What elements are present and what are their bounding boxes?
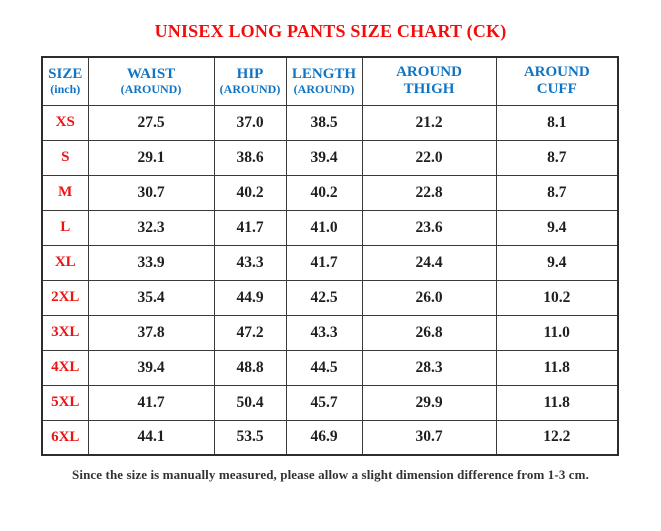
value-cell: 11.8	[495, 349, 619, 386]
value-cell: 8.7	[495, 174, 619, 211]
size-cell: S	[41, 139, 89, 176]
table-row: 6XL 44.1 53.5 46.9 30.7 12.2	[41, 419, 619, 456]
value-cell: 44.5	[285, 349, 363, 386]
value-cell: 10.2	[495, 279, 619, 316]
table-row: M 30.7 40.2 40.2 22.8 8.7	[41, 174, 619, 211]
value-cell: 38.6	[213, 139, 287, 176]
column-label: LENGTH	[291, 66, 357, 83]
size-chart-table: SIZE (inch) WAIST (AROUND) HIP (AROUND) …	[41, 56, 619, 456]
value-cell: 42.5	[285, 279, 363, 316]
size-cell: 6XL	[41, 419, 89, 456]
table-row: 3XL 37.8 47.2 43.3 26.8 11.0	[41, 314, 619, 351]
value-cell: 27.5	[87, 104, 215, 141]
value-cell: 23.6	[361, 209, 497, 246]
value-cell: 43.3	[213, 244, 287, 281]
column-label: SIZE	[48, 66, 83, 83]
value-cell: 44.1	[87, 419, 215, 456]
value-cell: 35.4	[87, 279, 215, 316]
page-title: UNISEX LONG PANTS SIZE CHART (CK)	[154, 21, 507, 41]
value-cell: 41.7	[285, 244, 363, 281]
value-cell: 28.3	[361, 349, 497, 386]
table-row: 4XL 39.4 48.8 44.5 28.3 11.8	[41, 349, 619, 386]
size-cell: 5XL	[41, 384, 89, 421]
value-cell: 32.3	[87, 209, 215, 246]
value-cell: 22.0	[361, 139, 497, 176]
column-header-size: SIZE (inch)	[41, 56, 89, 106]
value-cell: 41.7	[213, 209, 287, 246]
size-cell: 4XL	[41, 349, 89, 386]
table-row: S 29.1 38.6 39.4 22.0 8.7	[41, 139, 619, 176]
table-row: L 32.3 41.7 41.0 23.6 9.4	[41, 209, 619, 246]
size-cell: M	[41, 174, 89, 211]
column-header-length: LENGTH (AROUND)	[285, 56, 363, 106]
column-sublabel: (AROUND)	[120, 81, 182, 96]
value-cell: 26.0	[361, 279, 497, 316]
value-cell: 29.9	[361, 384, 497, 421]
value-cell: 44.9	[213, 279, 287, 316]
table-row: 2XL 35.4 44.9 42.5 26.0 10.2	[41, 279, 619, 316]
size-cell: 3XL	[41, 314, 89, 351]
value-cell: 8.1	[495, 104, 619, 141]
value-cell: 9.4	[495, 244, 619, 281]
column-header-waist: WAIST (AROUND)	[87, 56, 215, 106]
column-label: AROUND	[396, 64, 462, 81]
value-cell: 50.4	[213, 384, 287, 421]
size-cell: XS	[41, 104, 89, 141]
value-cell: 24.4	[361, 244, 497, 281]
value-cell: 40.2	[213, 174, 287, 211]
value-cell: 46.9	[285, 419, 363, 456]
value-cell: 39.4	[87, 349, 215, 386]
size-cell: XL	[41, 244, 89, 281]
value-cell: 47.2	[213, 314, 287, 351]
value-cell: 30.7	[87, 174, 215, 211]
value-cell: 26.8	[361, 314, 497, 351]
size-cell: 2XL	[41, 279, 89, 316]
value-cell: 48.8	[213, 349, 287, 386]
measurement-note: Since the size is manually measured, ple…	[72, 467, 589, 482]
column-label: WAIST	[126, 66, 176, 83]
value-cell: 37.0	[213, 104, 287, 141]
header-row: SIZE (inch) WAIST (AROUND) HIP (AROUND) …	[41, 56, 619, 106]
value-cell: 40.2	[285, 174, 363, 211]
value-cell: 45.7	[285, 384, 363, 421]
table-row: XL 33.9 43.3 41.7 24.4 9.4	[41, 244, 619, 281]
column-header-around-thigh: AROUND THIGH	[361, 56, 497, 106]
size-chart-page: UNISEX LONG PANTS SIZE CHART (CK) SIZE (…	[0, 21, 661, 531]
column-header-around-cuff: AROUND CUFF	[495, 56, 619, 106]
value-cell: 41.7	[87, 384, 215, 421]
column-header-hip: HIP (AROUND)	[213, 56, 287, 106]
size-cell: L	[41, 209, 89, 246]
table-row: XS 27.5 37.0 38.5 21.2 8.1	[41, 104, 619, 141]
value-cell: 9.4	[495, 209, 619, 246]
value-cell: 43.3	[285, 314, 363, 351]
column-sublabel: (inch)	[50, 81, 81, 96]
column-sublabel: (AROUND)	[293, 81, 355, 96]
value-cell: 53.5	[213, 419, 287, 456]
value-cell: 33.9	[87, 244, 215, 281]
table-row: 5XL 41.7 50.4 45.7 29.9 11.8	[41, 384, 619, 421]
column-label: HIP	[236, 66, 264, 83]
value-cell: 11.0	[495, 314, 619, 351]
value-cell: 39.4	[285, 139, 363, 176]
value-cell: 38.5	[285, 104, 363, 141]
column-label: AROUND	[523, 64, 590, 81]
value-cell: 30.7	[361, 419, 497, 456]
value-cell: 21.2	[361, 104, 497, 141]
value-cell: 22.8	[361, 174, 497, 211]
value-cell: 37.8	[87, 314, 215, 351]
column-sublabel: (AROUND)	[219, 81, 281, 96]
column-sublabel: THIGH	[403, 81, 455, 98]
value-cell: 8.7	[495, 139, 619, 176]
value-cell: 11.8	[495, 384, 619, 421]
value-cell: 12.2	[495, 419, 619, 456]
value-cell: 29.1	[87, 139, 215, 176]
column-sublabel: CUFF	[536, 81, 577, 98]
value-cell: 41.0	[285, 209, 363, 246]
